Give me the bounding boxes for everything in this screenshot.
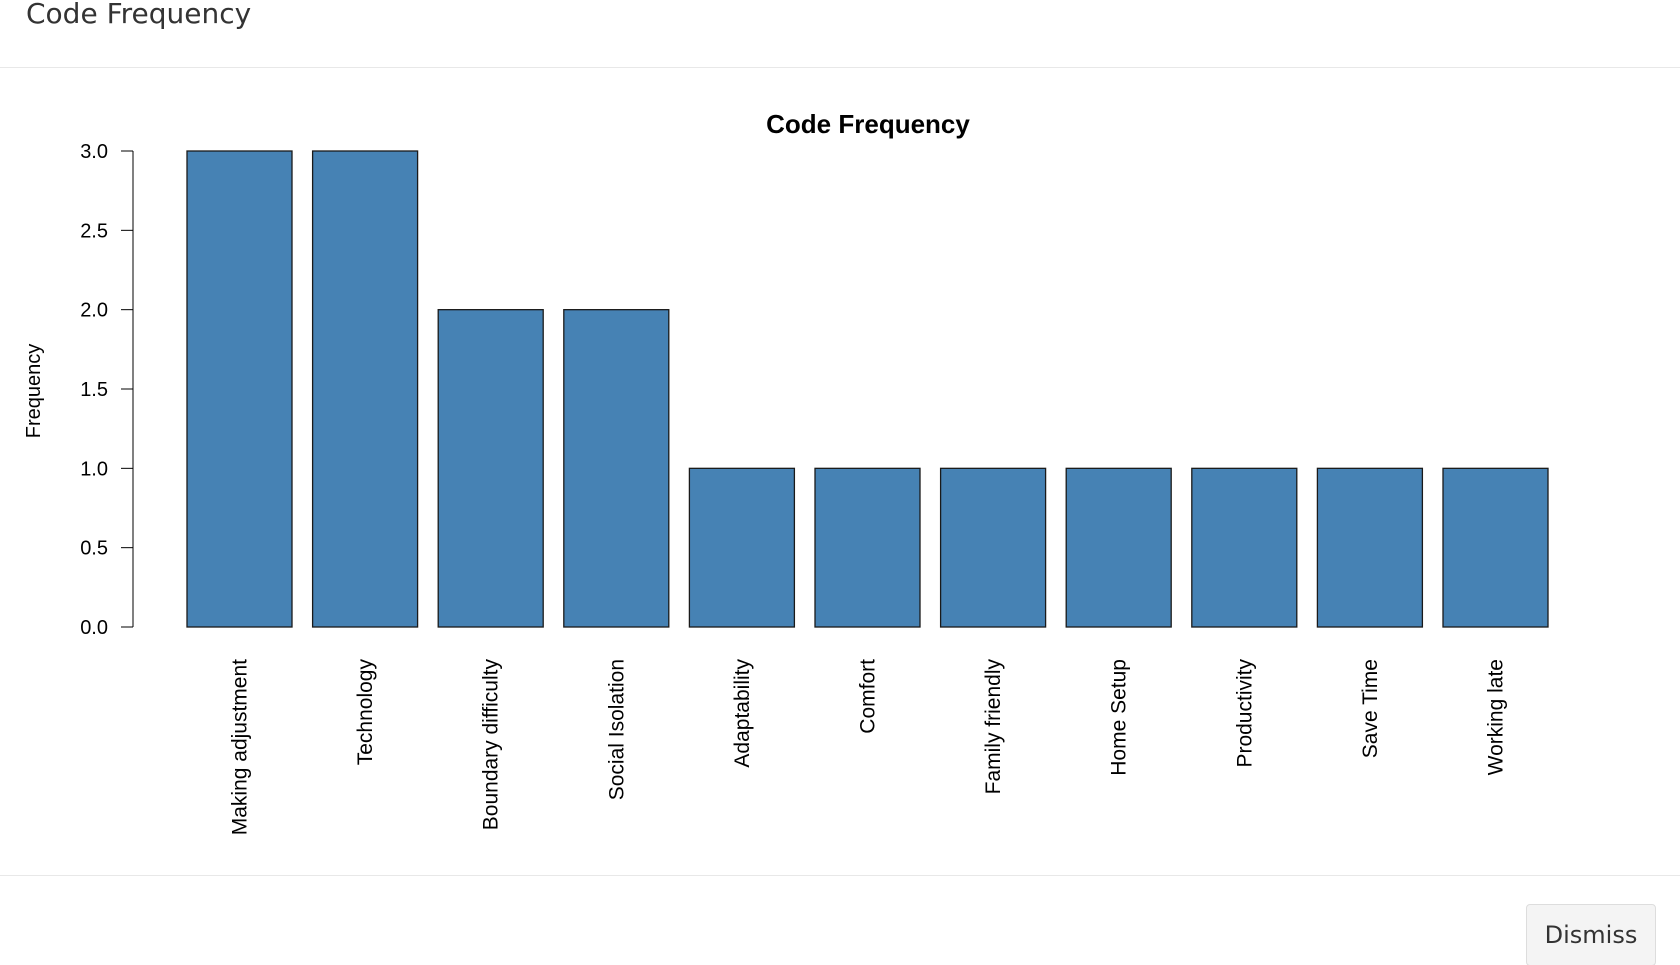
bar (563, 309, 670, 628)
y-axis-label: Frequency (23, 344, 45, 439)
x-tick-label: Save Time (1359, 659, 1382, 758)
y-tick-label: 1.5 (80, 379, 108, 401)
x-tick-label: Comfort (857, 659, 880, 734)
x-tick-label: Family friendly (982, 659, 1005, 795)
x-tick-label: Boundary difficulty (480, 659, 503, 831)
bar (939, 467, 1047, 628)
y-tick-label: 1.0 (80, 458, 108, 480)
dismiss-button[interactable]: Dismiss (1526, 904, 1656, 965)
x-tick-labels: Making adjustment Technology Boundary diff… (229, 659, 1508, 836)
bar-chart: Code Frequency Frequency 0.0 0.5 1.0 1.5 2.0… (23, 109, 1549, 836)
y-tick-label: 2.5 (80, 220, 108, 242)
modal-header: Code Frequency (0, 0, 1680, 68)
bar (688, 467, 796, 628)
x-tick-label: Technology (354, 659, 377, 766)
y-tick-label: 0.5 (80, 538, 108, 560)
bar (814, 467, 921, 628)
modal-body: Code Frequency Frequency 0.0 0.5 1.0 1.5 2.0… (0, 69, 1680, 875)
y-axis: 0.0 0.5 1.0 1.5 2.0 2.5 3.0 (80, 141, 134, 639)
bar (1191, 467, 1298, 628)
x-tick-label: Home Setup (1108, 659, 1131, 776)
bar (186, 150, 293, 628)
y-tick-label: 3.0 (80, 141, 108, 163)
bar (1316, 467, 1424, 628)
modal-title: Code Frequency (26, 0, 252, 30)
x-tick-label: Making adjustment (229, 659, 252, 835)
chart-title: Code Frequency (766, 109, 970, 139)
bar (437, 309, 544, 628)
x-tick-label: Social Isolation (605, 659, 628, 800)
modal-footer: Dismiss (0, 875, 1680, 965)
bar (1442, 467, 1549, 628)
bar (1065, 467, 1172, 628)
bar (311, 150, 419, 628)
y-tick-label: 2.0 (80, 300, 108, 322)
x-tick-label: Working late (1485, 659, 1508, 775)
bars-group (186, 150, 1549, 628)
y-tick-label: 0.0 (80, 617, 108, 639)
x-tick-label: Productivity (1233, 659, 1256, 768)
x-tick-label: Adaptability (731, 659, 754, 768)
